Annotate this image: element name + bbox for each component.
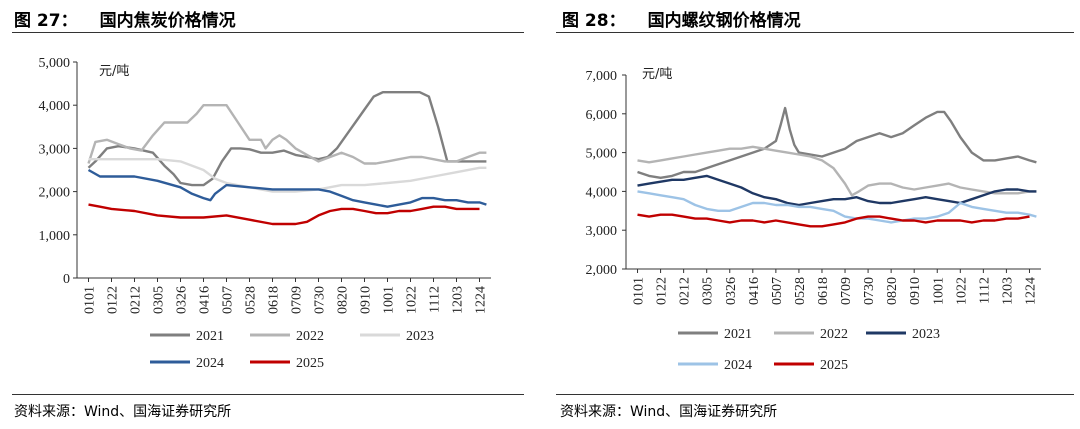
left-y-tick-label: 5,000 bbox=[39, 56, 71, 71]
left-x-tick-label: 0416 bbox=[198, 286, 213, 314]
left-legend-label-2025: 2025 bbox=[296, 356, 324, 371]
left-series-2025 bbox=[88, 203, 480, 226]
left-title-rule bbox=[12, 32, 524, 33]
right-title-text: 国内螺纹钢价格情况 bbox=[647, 11, 801, 31]
right-x-tick-label: 1022 bbox=[954, 277, 969, 305]
right-y-tick-label: 2,000 bbox=[586, 263, 618, 278]
left-x-tick-label: 0507 bbox=[221, 286, 236, 314]
right-legend-label-2024: 2024 bbox=[724, 358, 752, 373]
left-legend-label-2023: 2023 bbox=[406, 329, 434, 344]
right-series-2021 bbox=[637, 106, 1037, 180]
right-x-tick-label: 0820 bbox=[885, 277, 900, 305]
left-x-tick-label: 1203 bbox=[451, 286, 466, 314]
left-unit-label: 元/吨 bbox=[99, 64, 129, 79]
left-legend-label-2024: 2024 bbox=[196, 356, 224, 371]
right-x-tick-label: 0416 bbox=[747, 277, 762, 305]
left-x-tick-label: 0709 bbox=[290, 286, 305, 314]
left-x-tick-label: 0910 bbox=[359, 286, 374, 314]
left-x-tick-label: 0820 bbox=[336, 286, 351, 314]
left-x-tick-label: 0212 bbox=[129, 286, 144, 314]
right-legend-label-2023: 2023 bbox=[912, 327, 940, 342]
right-x-tick-label: 1112 bbox=[977, 277, 992, 304]
left-x-tick-label: 0101 bbox=[83, 286, 98, 314]
left-x-tick-label: 1022 bbox=[405, 286, 420, 314]
right-x-tick-label: 0730 bbox=[862, 277, 877, 305]
right-legend-label-2021: 2021 bbox=[724, 327, 752, 342]
right-unit-label: 元/吨 bbox=[642, 67, 672, 82]
right-x-tick-label: 0528 bbox=[793, 277, 808, 305]
left-legend-label-2021: 2021 bbox=[196, 329, 224, 344]
left-y-tick-label: 0 bbox=[63, 272, 70, 287]
left-x-tick-label: 0618 bbox=[267, 286, 282, 314]
left-x-tick-label: 0122 bbox=[106, 286, 121, 314]
right-x-tick-label: 1203 bbox=[1000, 277, 1015, 305]
left-y-tick-label: 3,000 bbox=[39, 142, 71, 157]
right-y-tick-label: 4,000 bbox=[586, 185, 618, 200]
left-legend-label-2022: 2022 bbox=[296, 329, 324, 344]
right-x-tick-label: 0326 bbox=[724, 277, 739, 305]
right-x-tick-label: 1224 bbox=[1023, 277, 1038, 305]
right-x-tick-label: 0910 bbox=[908, 277, 923, 305]
right-x-tick-label: 0305 bbox=[701, 277, 716, 305]
right-title: 图 28： 国内螺纹钢价格情况 bbox=[562, 6, 801, 31]
left-x-tick-label: 1001 bbox=[382, 286, 397, 314]
left-title-text: 国内焦炭价格情况 bbox=[99, 11, 236, 31]
left-x-tick-label: 0326 bbox=[175, 286, 190, 314]
left-x-tick-label: 1224 bbox=[474, 286, 489, 314]
right-series-2022 bbox=[637, 145, 1037, 197]
right-x-tick-label: 1001 bbox=[931, 277, 946, 305]
right-y-tick-label: 3,000 bbox=[586, 224, 618, 239]
right-legend-label-2025: 2025 bbox=[820, 358, 848, 373]
right-title-rule bbox=[556, 32, 1074, 33]
left-x-tick-label: 1112 bbox=[428, 286, 443, 313]
right-x-tick-label: 0101 bbox=[632, 277, 647, 305]
left-source: 资料来源：Wind、国海证券研究所 bbox=[14, 404, 232, 420]
right-y-tick-label: 7,000 bbox=[586, 69, 618, 84]
right-x-tick-label: 0618 bbox=[816, 277, 831, 305]
right-y-tick-label: 5,000 bbox=[586, 147, 618, 162]
right-x-tick-label: 0122 bbox=[655, 277, 670, 305]
left-x-tick-label: 0528 bbox=[244, 286, 259, 314]
right-x-tick-label: 0212 bbox=[678, 277, 693, 305]
right-source-rule bbox=[556, 394, 1074, 395]
left-source-rule bbox=[12, 394, 524, 395]
right-x-tick-label: 0507 bbox=[770, 277, 785, 305]
right-x-tick-label: 0709 bbox=[839, 277, 854, 305]
right-source: 资料来源：Wind、国海证券研究所 bbox=[560, 404, 778, 420]
left-series-2023 bbox=[88, 157, 487, 193]
right-series-2024 bbox=[637, 190, 1037, 224]
left-y-tick-label: 2,000 bbox=[39, 186, 71, 201]
right-series-2023 bbox=[637, 174, 1037, 207]
left-title: 图 27： 国内焦炭价格情况 bbox=[14, 6, 236, 31]
left-series-2022 bbox=[87, 103, 487, 165]
right-y-tick-label: 6,000 bbox=[586, 108, 618, 123]
left-title-number: 图 27： bbox=[14, 11, 78, 31]
left-series-2021 bbox=[87, 90, 487, 187]
right-title-number: 图 28： bbox=[562, 11, 626, 31]
left-x-tick-label: 0730 bbox=[313, 286, 328, 314]
right-legend-label-2022: 2022 bbox=[820, 327, 848, 342]
left-y-tick-label: 4,000 bbox=[39, 99, 71, 114]
left-series-2024 bbox=[87, 168, 487, 208]
right-series-2025 bbox=[637, 213, 1030, 228]
left-x-tick-label: 0305 bbox=[152, 286, 167, 314]
left-y-tick-label: 1,000 bbox=[39, 229, 71, 244]
